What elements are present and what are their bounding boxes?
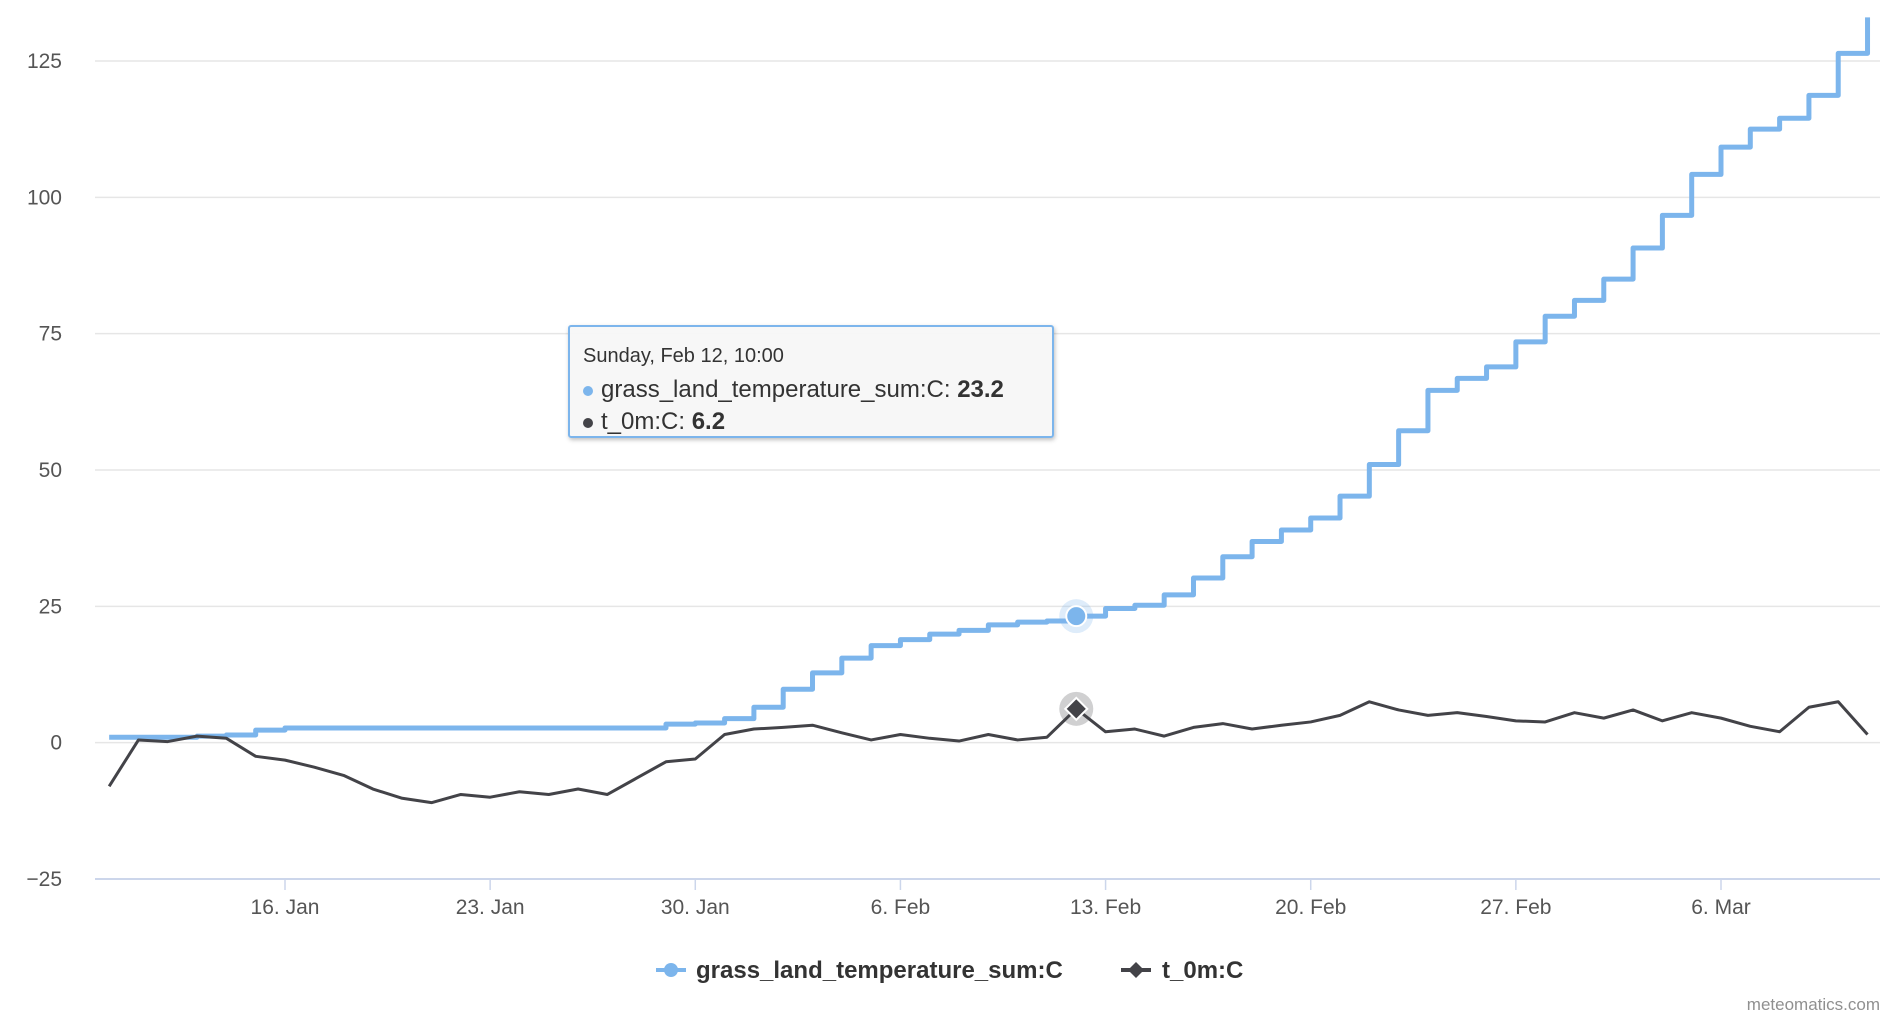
y-tick-label: 25 <box>39 595 62 618</box>
legend: grass_land_temperature_sum:C t_0m:C <box>656 957 1243 984</box>
tooltip-row: grass_land_temperature_sum:C: 23.2 <box>583 376 1052 404</box>
legend-diamond-icon <box>1128 962 1144 978</box>
x-tick-label: 30. Jan <box>661 896 730 919</box>
x-axis-tick-labels: 16. Jan 23. Jan 30. Jan 6. Feb 13. Feb 20. Fe… <box>251 879 1751 919</box>
x-tick-label: 6. Feb <box>871 896 931 919</box>
tooltip-row: t_0m:C: 6.2 <box>583 408 1052 436</box>
series-line-t-0m[interactable] <box>107 700 1869 805</box>
tooltip-series-value: 6.2 <box>691 408 726 435</box>
hover-point-grass-land-temperature-sum[interactable] <box>1065 605 1088 628</box>
legend-item-grass-land-temperature-sum[interactable]: grass_land_temperature_sum:C <box>656 957 1063 984</box>
x-tick-label: 6. Mar <box>1691 896 1751 919</box>
x-tick-label: 23. Jan <box>456 896 525 919</box>
x-tick-label: 20. Feb <box>1275 896 1346 919</box>
tooltip-header: Sunday, Feb 12, 10:00 <box>583 345 784 367</box>
tooltip-series-label: t_0m:C: <box>601 408 692 435</box>
hover-point-t-0m[interactable] <box>1063 696 1089 722</box>
tooltip-series-value: 23.2 <box>957 376 1004 403</box>
y-tick-label: 0 <box>50 732 62 755</box>
tooltip-series-label: grass_land_temperature_sum:C: <box>601 376 958 403</box>
x-tick-label: 27. Feb <box>1480 896 1551 919</box>
y-tick-label: 50 <box>39 459 62 482</box>
series-dot-icon <box>583 417 593 428</box>
legend-label: t_0m:C <box>1162 957 1243 984</box>
credits-link[interactable]: meteomatics.com <box>1747 995 1880 1014</box>
y-tick-label: 125 <box>27 50 62 73</box>
x-tick-label: 13. Feb <box>1070 896 1141 919</box>
legend-item-t-0m[interactable]: t_0m:C <box>1121 957 1243 984</box>
series-layer <box>107 17 1871 805</box>
tooltip: Sunday, Feb 12, 10:00 grass_land_tempera… <box>568 325 1054 438</box>
y-axis-tick-labels: −25 0 25 50 75 100 125 <box>26 50 62 891</box>
y-tick-label: 100 <box>27 186 62 209</box>
hover-markers <box>1059 599 1094 726</box>
series-dot-icon <box>583 385 593 396</box>
legend-label: grass_land_temperature_sum:C <box>696 957 1063 984</box>
y-tick-label: 75 <box>39 323 62 346</box>
gridlines <box>95 60 1880 744</box>
series-line-grass-land-temperature-sum[interactable] <box>109 17 1871 740</box>
y-tick-label: −25 <box>26 868 62 891</box>
x-tick-label: 16. Jan <box>251 896 320 919</box>
legend-circle-icon <box>664 963 678 977</box>
